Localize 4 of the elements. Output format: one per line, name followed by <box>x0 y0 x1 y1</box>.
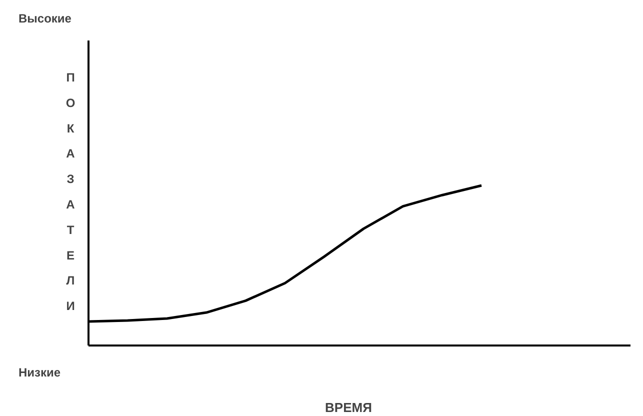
x-axis-title: ВРЕМЯ <box>325 400 372 415</box>
text: Низкие <box>18 366 61 380</box>
text: Высокие <box>18 12 72 26</box>
text: ПОКАЗАТЕЛИ <box>66 70 76 314</box>
